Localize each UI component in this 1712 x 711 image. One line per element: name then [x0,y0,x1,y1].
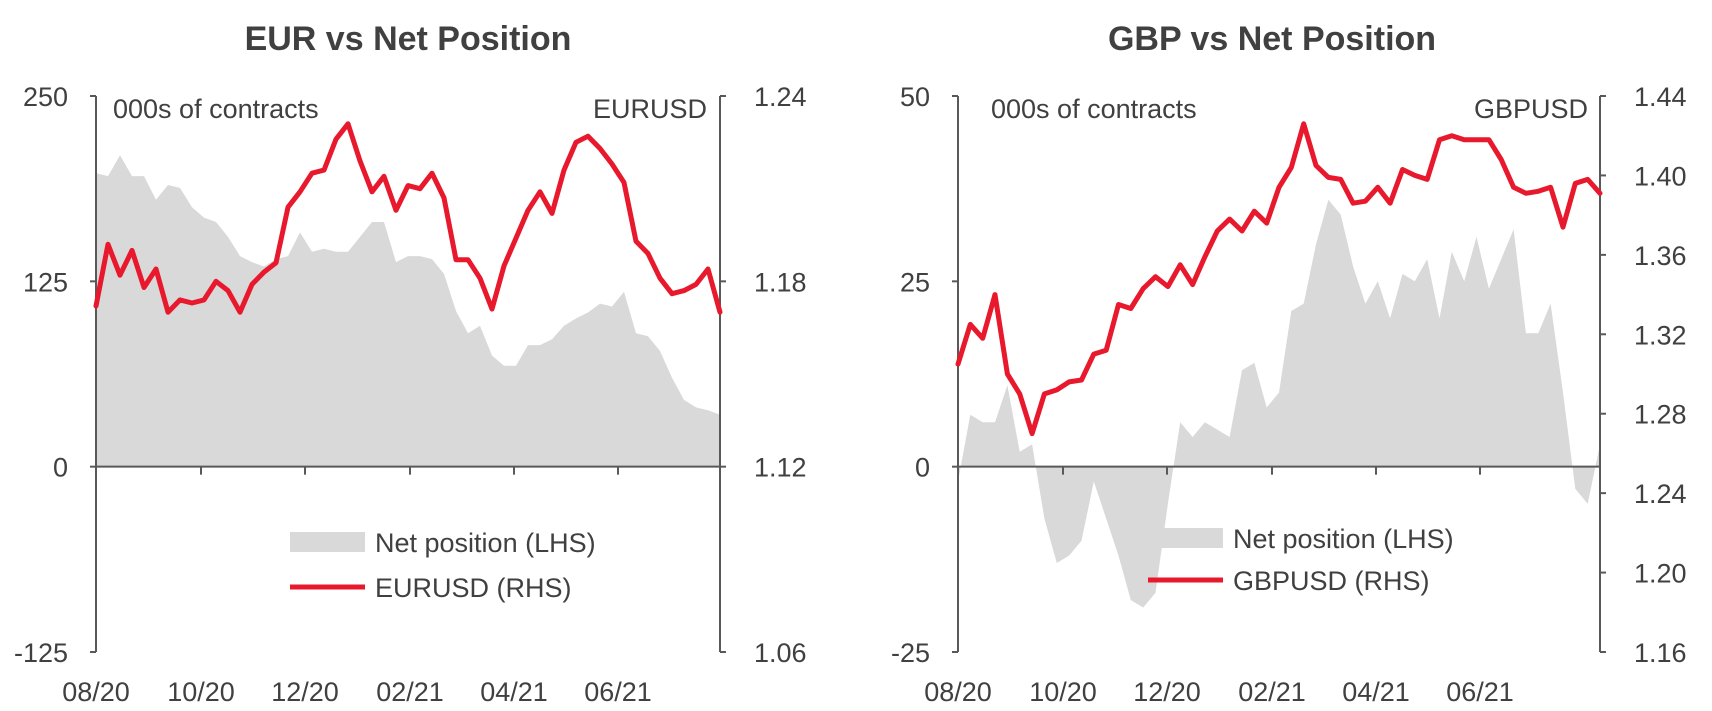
left-axis-label: 000s of contracts [991,94,1197,124]
left-axis-label: 000s of contracts [113,94,319,124]
left-tick-label: 25 [900,267,930,297]
right-axis-label: EURUSD [593,94,707,124]
left-tick-label: -125 [14,638,68,668]
net-position-area [958,199,1600,608]
right-tick-label: 1.32 [1634,320,1687,350]
left-tick-label: 50 [900,82,930,112]
x-tick-label: 10/20 [167,677,235,707]
left-tick-label: 0 [915,453,930,483]
right-tick-label: 1.20 [1634,559,1687,589]
right-tick-label: 1.40 [1634,161,1687,191]
legend-swatch-area [290,532,365,552]
right-tick-label: 1.44 [1634,82,1687,112]
fx-rate-line [93,121,723,315]
x-tick-label: 02/21 [1238,677,1306,707]
net-position-area [96,155,720,467]
legend-label-line: EURUSD (RHS) [375,573,572,603]
panel-gbp: GBP vs Net Position 50 25 0 -25 1.44 1.40 1.36… [891,20,1687,707]
legend-label-area: Net position (LHS) [1233,524,1454,554]
x-tick-label: 12/20 [1133,677,1201,707]
right-tick-label: 1.24 [754,82,807,112]
right-axis-label: GBPUSD [1474,94,1588,124]
x-tick-label: 06/21 [584,677,652,707]
left-tick-label: -25 [891,638,930,668]
chart-title: EUR vs Net Position [245,20,572,58]
right-tick-label: 1.12 [754,453,807,483]
x-tick-label: 04/21 [1342,677,1410,707]
fx-rate-line [955,121,1603,437]
right-tick-label: 1.18 [754,267,807,297]
legend-label-area: Net position (LHS) [375,528,596,558]
right-tick-label: 1.16 [1634,638,1687,668]
x-tick-label: 06/21 [1446,677,1514,707]
x-tick-label: 02/21 [376,677,444,707]
x-tick-label: 08/20 [924,677,992,707]
left-tick-label: 250 [23,82,68,112]
left-tick-label: 0 [53,453,68,483]
right-tick-label: 1.36 [1634,241,1687,271]
right-tick-label: 1.28 [1634,400,1687,430]
right-tick-label: 1.24 [1634,479,1687,509]
panel-eur: EUR vs Net Position 250 125 0 -125 1.24 1.18 1… [14,20,807,707]
x-tick-label: 04/21 [480,677,548,707]
right-tick-label: 1.06 [754,638,807,668]
legend-swatch-area [1148,528,1223,548]
x-tick-label: 10/20 [1029,677,1097,707]
chart-title: GBP vs Net Position [1108,20,1436,58]
x-tick-label: 08/20 [62,677,130,707]
left-tick-label: 125 [23,267,68,297]
legend-label-line: GBPUSD (RHS) [1233,566,1430,596]
x-tick-label: 12/20 [271,677,339,707]
